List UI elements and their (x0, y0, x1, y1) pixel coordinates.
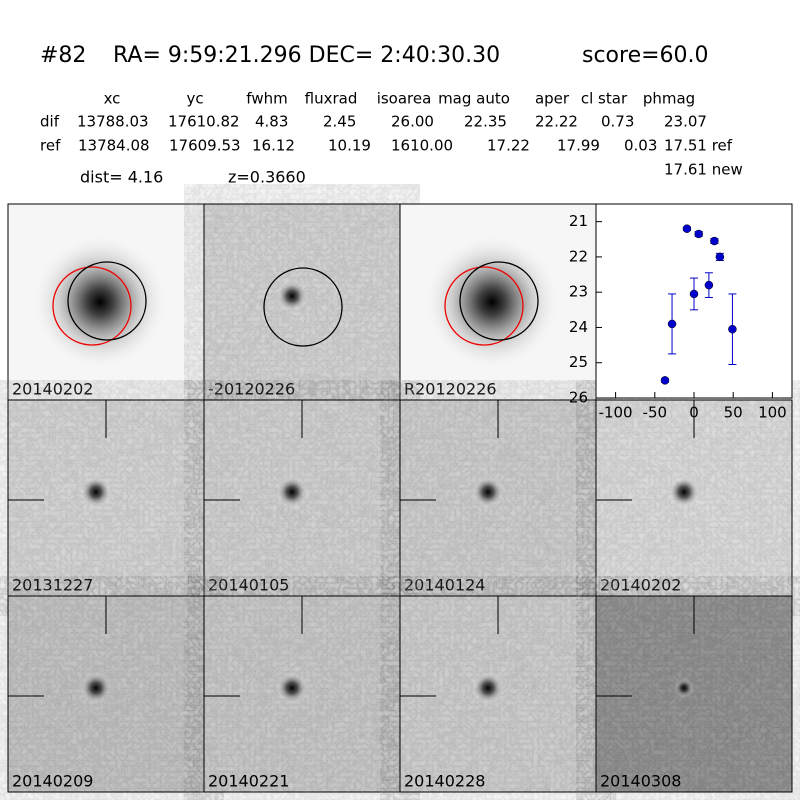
table-cell: 17610.82 (168, 113, 240, 131)
table-cell: 26.00 (391, 113, 434, 131)
panel-label: 20140308 (600, 772, 681, 791)
aperture (67, 261, 147, 341)
table-cell: 17609.53 (169, 137, 241, 155)
panel-label: -20120226 (208, 380, 295, 399)
table-cell: 13788.03 (77, 113, 149, 131)
aperture-ref (444, 266, 524, 346)
score: score=60.0 (582, 43, 709, 68)
aperture-ref (52, 266, 132, 346)
table-cell: 2.45 (323, 113, 356, 131)
distance: dist= 4.16 (80, 168, 163, 187)
column-header: xc (104, 90, 121, 108)
column-header: isoarea (377, 90, 432, 108)
data-point (715, 252, 725, 262)
coordinates: RA= 9:59:21.296 DEC= 2:40:30.30 (113, 43, 500, 68)
table-cell: 10.19 (328, 137, 371, 155)
data-point (689, 289, 699, 299)
table-cell: 23.07 (664, 113, 707, 131)
panel-border (595, 595, 793, 793)
panel-label: 20140202 (600, 576, 681, 595)
table-cell: 1610.00 (391, 137, 453, 155)
panel-label: 20140202 (12, 380, 93, 399)
table-cell: 16.12 (252, 137, 295, 155)
table-cell: ref (40, 137, 61, 155)
column-header: cl star (581, 90, 628, 108)
aperture (459, 261, 539, 341)
panel-label: 20140221 (208, 772, 289, 791)
data-point (704, 280, 714, 290)
table-cell: 13784.08 (78, 137, 150, 155)
data-point (667, 319, 677, 329)
table-cell: 17.22 (487, 137, 530, 155)
source (276, 672, 308, 704)
data-point (660, 376, 670, 385)
redshift: z=0.3660 (228, 168, 306, 187)
data-point (682, 224, 692, 233)
panel-label: 20131227 (12, 576, 93, 595)
x-tick-label: 0 (689, 404, 699, 422)
table-cell: 22.35 (464, 113, 507, 131)
galaxy (422, 232, 562, 372)
candidate-id: #82 (40, 43, 86, 68)
source (80, 476, 112, 508)
data-point (694, 229, 703, 239)
table-cell: 22.22 (535, 113, 578, 131)
galaxy (30, 232, 170, 372)
table-cell: 17.99 (557, 137, 600, 155)
data-point (710, 236, 719, 246)
y-tick-label: 22 (569, 247, 588, 265)
x-tick-label: 100 (758, 404, 787, 422)
aperture (263, 267, 343, 347)
column-header: mag auto (438, 90, 510, 108)
source (276, 280, 308, 312)
column-header: yc (186, 90, 203, 108)
panel-label: 20140105 (208, 576, 289, 595)
source (674, 678, 694, 698)
data-point (728, 324, 737, 334)
new-mag: 17.61 new (664, 161, 743, 179)
source (668, 476, 700, 508)
column-header: aper (535, 90, 570, 108)
y-tick-label: 23 (569, 283, 588, 301)
table-cell: 0.03 (624, 137, 657, 155)
x-tick-label: -50 (643, 404, 668, 422)
source (276, 476, 308, 508)
source (80, 672, 112, 704)
y-tick-label: 26 (569, 389, 588, 407)
y-tick-label: 21 (569, 212, 588, 230)
table-cell: 17.51 ref (664, 137, 733, 155)
panel-label: 20140228 (404, 772, 485, 791)
y-tick-label: 25 (569, 353, 588, 371)
column-header: fwhm (246, 90, 287, 108)
source (472, 672, 504, 704)
table-cell: dif (40, 113, 60, 131)
y-tick-label: 24 (569, 318, 588, 336)
x-tick-label: 50 (724, 404, 743, 422)
column-header: phmag (643, 90, 695, 108)
panel-label: R20120226 (404, 380, 497, 399)
table-cell: 0.73 (601, 113, 634, 131)
x-tick-label: -100 (599, 404, 633, 422)
source (472, 476, 504, 508)
column-header: fluxrad (305, 90, 358, 108)
panel-label: 20140124 (404, 576, 485, 595)
panel-label: 20140209 (12, 772, 93, 791)
table-cell: 4.83 (255, 113, 288, 131)
